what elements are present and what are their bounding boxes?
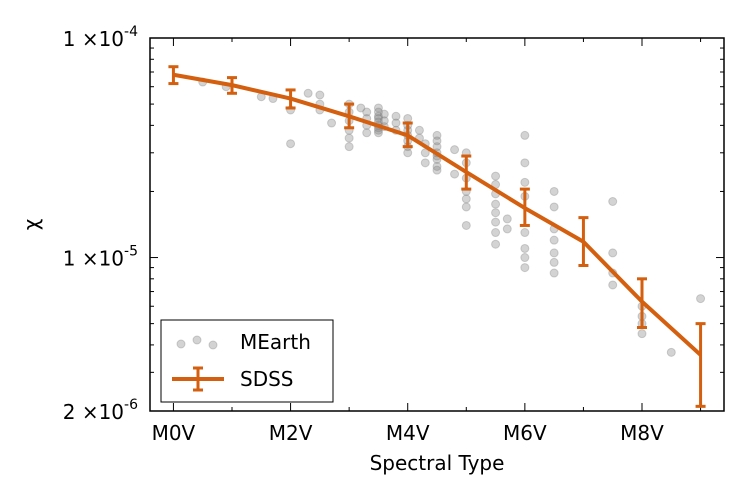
- mearth-point: [373, 113, 383, 123]
- legend-box: [160, 319, 334, 403]
- mearth-point: [379, 116, 389, 126]
- x-tick-label: M4V: [386, 421, 430, 445]
- mearth-point: [420, 158, 430, 168]
- mearth-point: [549, 248, 559, 258]
- mearth-point: [432, 161, 442, 171]
- mearth-point: [608, 248, 618, 258]
- mearth-scatter: [198, 77, 706, 357]
- mearth-point: [491, 239, 501, 249]
- mearth-point: [491, 217, 501, 227]
- mearth-point: [491, 199, 501, 209]
- x-tick-label: M0V: [152, 421, 196, 445]
- mearth-point: [432, 165, 442, 175]
- plot-frame: [149, 37, 725, 412]
- mearth-point: [344, 133, 354, 143]
- mearth-point: [461, 194, 471, 204]
- legend-mearth-marker: [176, 339, 186, 349]
- mearth-point: [549, 235, 559, 245]
- mearth-point: [450, 145, 460, 155]
- sdss-series: [168, 65, 706, 408]
- mearth-point: [520, 263, 530, 273]
- mearth-point: [461, 220, 471, 230]
- mearth-point: [520, 130, 530, 140]
- x-tick-label: M6V: [503, 421, 547, 445]
- y-tick-label: 1 ×10-4: [63, 24, 138, 51]
- mearth-point: [520, 228, 530, 238]
- tick-labels: M0V M2V M4V M6V M8V 1 ×10-4 1 ×10-5 2 ×10-6: [63, 24, 664, 445]
- mearth-point: [450, 169, 460, 179]
- mearth-point: [315, 90, 325, 100]
- mearth-point: [502, 214, 512, 224]
- mearth-point: [637, 329, 647, 339]
- mearth-point: [549, 202, 559, 212]
- mearth-point: [461, 202, 471, 212]
- x-tick-label: M8V: [620, 421, 664, 445]
- mearth-point: [491, 171, 501, 181]
- mearth-point: [391, 118, 401, 128]
- mearth-point: [696, 294, 706, 304]
- sdss-line: [173, 72, 702, 357]
- mearth-point: [373, 103, 383, 113]
- mearth-point: [373, 111, 383, 121]
- mearth-point: [520, 253, 530, 263]
- mearth-point: [373, 128, 383, 138]
- mearth-point: [403, 148, 413, 158]
- mearth-point: [520, 243, 530, 253]
- mearth-point: [520, 177, 530, 187]
- y-axis-label: χ: [19, 219, 43, 231]
- mearth-point: [344, 142, 354, 152]
- mearth-point: [303, 88, 313, 98]
- mearth-point: [414, 125, 424, 135]
- mearth-point: [420, 148, 430, 158]
- mearth-point: [608, 197, 618, 207]
- mearth-point: [432, 142, 442, 152]
- mearth-point: [549, 257, 559, 267]
- mearth-point: [373, 107, 383, 117]
- x-tick-label: M2V: [269, 421, 313, 445]
- mearth-point: [608, 280, 618, 290]
- x-axis-label: Spectral Type: [370, 451, 505, 475]
- legend-mearth-marker: [192, 335, 202, 345]
- mearth-point: [286, 139, 296, 149]
- legend-label-mearth: MEarth: [240, 330, 311, 354]
- mearth-point: [356, 103, 366, 113]
- mearth-point: [549, 186, 559, 196]
- legend: MEarth SDSS: [160, 319, 334, 403]
- mearth-point: [362, 128, 372, 138]
- mearth-point: [666, 347, 676, 357]
- mearth-point: [502, 224, 512, 234]
- mearth-point: [362, 107, 372, 117]
- legend-mearth-marker: [208, 340, 218, 350]
- mearth-point: [491, 228, 501, 238]
- y-tick-label: 2 ×10-6: [63, 397, 138, 424]
- mearth-point: [520, 158, 530, 168]
- axis-ticks: [150, 38, 724, 411]
- mearth-point: [432, 136, 442, 146]
- mearth-point: [549, 268, 559, 278]
- y-tick-label: 1 ×10-5: [63, 244, 138, 271]
- mearth-point: [391, 111, 401, 121]
- mearth-point: [327, 118, 337, 128]
- mearth-point: [491, 208, 501, 218]
- mearth-point: [379, 109, 389, 119]
- legend-label-sdss: SDSS: [240, 367, 294, 391]
- mearth-point: [432, 130, 442, 140]
